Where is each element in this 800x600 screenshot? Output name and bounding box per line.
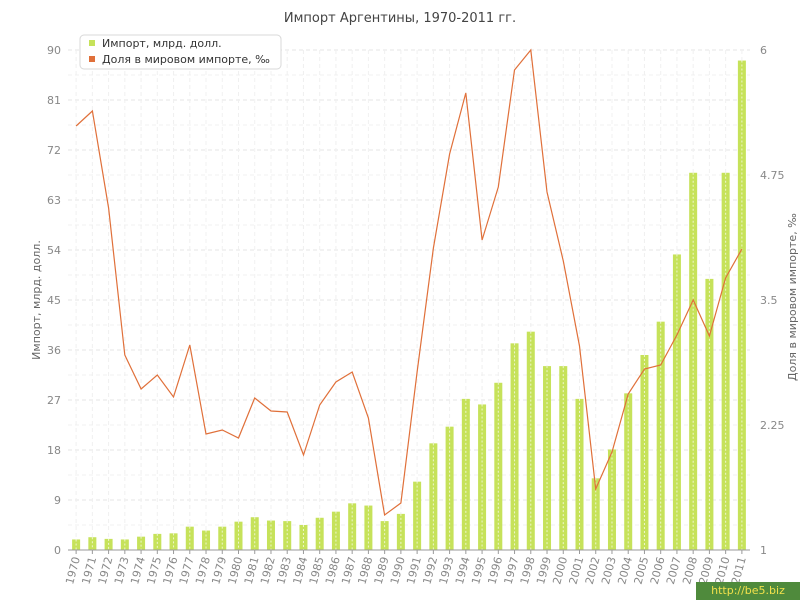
y-tick-label: 72: [47, 144, 61, 157]
bar: [543, 366, 552, 550]
y-tick-label: 9: [54, 494, 61, 507]
bar: [331, 511, 340, 550]
bar: [364, 505, 373, 550]
bar: [218, 526, 227, 550]
y-tick-label: 81: [47, 94, 61, 107]
bar: [510, 343, 519, 550]
x-axis-ticks: 1970197119721973197419751976197719781979…: [63, 550, 749, 586]
bar: [656, 321, 665, 550]
import-bars: [72, 60, 746, 551]
bar: [396, 513, 405, 550]
legend-swatch-import: [89, 40, 95, 46]
bar: [283, 521, 292, 550]
bar: [672, 254, 681, 550]
legend-swatch-share: [89, 56, 95, 62]
left-axis-ticks: 0 9 18 27 36 45 54 63 72 81 90: [47, 44, 61, 557]
bar: [185, 526, 194, 550]
legend: Импорт, млрд. долл. Доля в мировом импор…: [79, 34, 282, 70]
y-tick-label: 36: [47, 344, 61, 357]
bar: [88, 537, 97, 550]
bar: [575, 398, 584, 550]
y2-tick-label: 6: [760, 44, 767, 57]
y-tick-label: 27: [47, 394, 61, 407]
legend-label-share: Доля в мировом импорте, ‰: [102, 53, 270, 66]
bar: [591, 478, 600, 550]
bar: [137, 536, 146, 550]
y-tick-label: 0: [54, 544, 61, 557]
bar: [607, 449, 616, 550]
bar: [348, 503, 357, 550]
watermark-link[interactable]: http://be5.biz: [696, 582, 800, 600]
bar: [559, 366, 568, 550]
y-tick-label: 45: [47, 294, 61, 307]
y-tick-label: 63: [47, 194, 61, 207]
bar: [413, 481, 422, 550]
y2-axis-label: Доля в мировом импорте, ‰: [786, 213, 799, 381]
y2-tick-label: 2.25: [760, 419, 785, 432]
bar: [461, 398, 470, 550]
y-axis-label: Импорт, млрд. долл.: [30, 240, 43, 360]
y2-tick-label: 1: [760, 544, 767, 557]
y2-tick-label: 3.5: [760, 294, 778, 307]
chart-title: Импорт Аргентины, 1970-2011 гг.: [284, 11, 516, 26]
legend-box: [79, 34, 282, 70]
bar: [266, 520, 275, 550]
bar: [234, 521, 243, 550]
y-tick-label: 90: [47, 44, 61, 57]
bar: [705, 278, 714, 550]
share-line: [75, 48, 743, 517]
legend-label-import: Импорт, млрд. долл.: [102, 37, 222, 50]
bar: [380, 521, 389, 550]
bar: [494, 382, 503, 550]
right-axis-ticks: 1 2.25 3.5 4.75 6: [760, 44, 785, 557]
share-line-path: [75, 48, 743, 517]
y-tick-label: 18: [47, 444, 61, 457]
y-tick-label: 54: [47, 244, 61, 257]
bar: [624, 393, 633, 550]
y2-tick-label: 4.75: [760, 169, 785, 182]
